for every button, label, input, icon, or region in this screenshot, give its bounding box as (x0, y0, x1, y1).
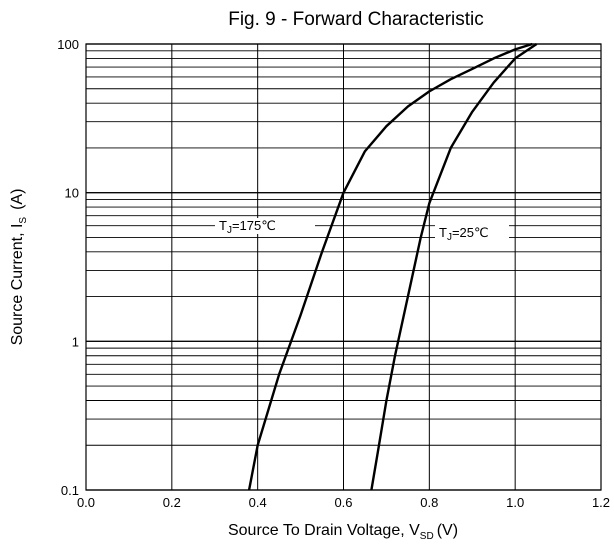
y-tick-label: 0.1 (61, 483, 79, 498)
x-tick-label: 0.6 (334, 495, 352, 510)
curve-tj-25 (371, 44, 536, 490)
y-tick-label: 1 (72, 334, 79, 349)
x-tick-label: 0.4 (249, 495, 267, 510)
curve-group (249, 44, 537, 490)
y-axis-label-group: Source Current, IS (A) (9, 189, 29, 346)
y-axis-label-unit: (A) (9, 189, 26, 210)
curve-label-group: TJ=175℃ TJ=25℃ (215, 218, 509, 243)
grid-lines (86, 44, 601, 490)
x-axis-label: Source To Drain Voltage, VSD (V) (228, 522, 458, 542)
chart-title: Fig. 9 - Forward Characteristic (228, 9, 484, 30)
curve-label-main: T (219, 218, 227, 233)
y-tick-label: 10 (65, 186, 79, 201)
x-axis-label-main: Source To Drain Voltage, V (228, 522, 420, 539)
y-axis-label: Source Current, IS (A) (9, 189, 29, 346)
x-tick-label: 0.0 (77, 495, 95, 510)
y-axis-label-main: Source Current, I (9, 224, 26, 346)
y-tick-label: 100 (57, 37, 79, 52)
tick-label-group: 0.0 0.2 0.4 0.6 0.8 1.0 1.2 0.1 1 10 100 (57, 37, 610, 510)
x-axis-label-sub: SD (420, 531, 434, 542)
x-tick-label: 1.2 (592, 495, 610, 510)
curve-label-main: T (439, 225, 447, 240)
curve-label-rest: =175℃ (232, 218, 276, 233)
x-tick-label: 0.2 (163, 495, 181, 510)
curve-tj-175 (249, 44, 532, 490)
x-tick-label: 0.8 (420, 495, 438, 510)
curve-label-rest: =25℃ (452, 225, 489, 240)
x-axis-label-unit: (V) (437, 522, 458, 539)
x-tick-label: 1.0 (506, 495, 524, 510)
y-axis-label-sub: S (18, 217, 29, 224)
